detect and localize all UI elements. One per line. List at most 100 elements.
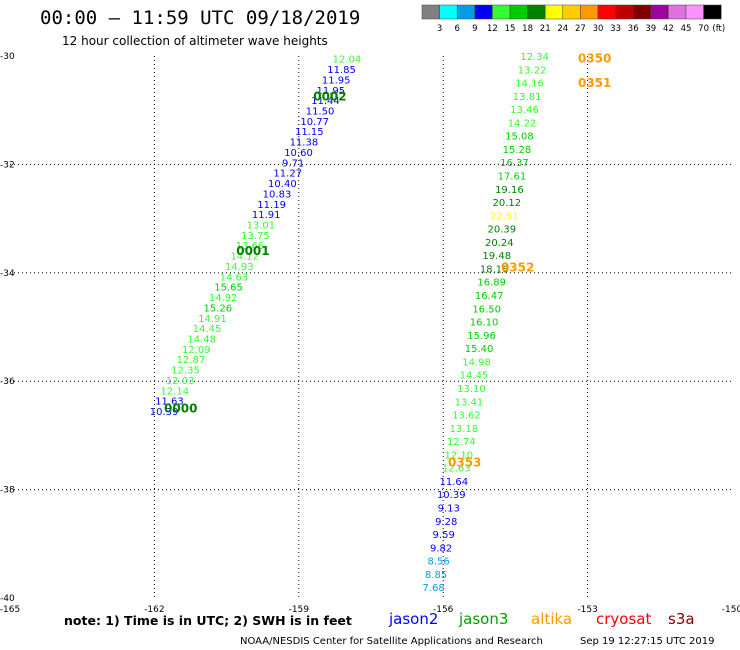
wave-height-point: 14.92 [209, 293, 238, 304]
x-tick-label: -165 [0, 605, 20, 615]
wave-height-point: 11.91 [252, 210, 281, 221]
y-tick-label: -32 [0, 160, 15, 170]
wave-height-point: 13.10 [457, 384, 486, 395]
wave-height-point: 14.63 [220, 272, 249, 283]
wave-height-point: 10.83 [263, 189, 292, 200]
wave-height-point: 14.45 [193, 324, 222, 335]
wave-height-point: 15.96 [467, 331, 496, 342]
wave-height-point: 16.89 [477, 278, 506, 289]
wave-height-point: 14.93 [225, 262, 254, 273]
wave-height-point: 19.16 [495, 185, 524, 196]
wave-height-point: 9.28 [435, 517, 457, 528]
legend-color-swatch [597, 4, 616, 20]
legend-tick-label: 21 [540, 24, 551, 34]
wave-height-point: 11.27 [273, 169, 302, 180]
wave-height-point: 13.81 [513, 92, 542, 103]
wave-height-point: 16.47 [475, 291, 504, 302]
wave-height-point: 15.65 [214, 283, 243, 294]
x-tick-label: -150 [722, 605, 740, 615]
wave-height-point: 10.77 [300, 117, 329, 128]
wave-height-point: 12.34 [520, 52, 549, 63]
wave-height-point: 14.91 [198, 314, 227, 325]
legend-color-swatch [562, 4, 581, 20]
wave-height-point: 9.71 [282, 158, 304, 169]
satellite-label-cryosat: cryosat [596, 610, 651, 628]
wave-height-point: 12.87 [177, 355, 206, 366]
wave-height-point: 13.66 [236, 241, 265, 252]
pass-time-label: 0353 [448, 456, 481, 470]
satellite-label-jason2: jason2 [388, 610, 438, 628]
wave-height-point: 12.14 [160, 386, 189, 397]
legend-color-swatch [456, 4, 476, 20]
pass-time-label: 0001 [236, 244, 269, 258]
wave-height-point: 13.41 [455, 397, 484, 408]
legend-tick-label: 12 [487, 24, 498, 34]
legend-tick-label: 42 [663, 24, 674, 34]
wave-height-point: 13.62 [452, 411, 481, 422]
x-tick-label: -156 [433, 605, 454, 615]
wave-height-point: 8.85 [425, 570, 447, 581]
wave-height-point: 15.40 [465, 344, 494, 355]
satellite-label-s3a: s3a [668, 610, 695, 628]
wave-height-point: 20.24 [485, 238, 514, 249]
wave-height-point: 11.95 [322, 75, 351, 86]
wave-height-point: 11.64 [439, 477, 468, 488]
axis-ticks: -165 -162 -159 -156 -153 -150 -30 -32 -34 -36 -38 -… [0, 52, 740, 615]
pass-time-label: 0000 [164, 401, 197, 415]
pass-time-label: 0352 [501, 260, 534, 274]
satellite-label-jason3: jason3 [458, 610, 508, 628]
wave-height-point: 16.50 [472, 304, 501, 315]
x-tick-label: -153 [577, 605, 597, 615]
legend-tick-label: 6 [454, 24, 459, 34]
y-tick-label: -34 [0, 269, 15, 279]
wave-height-point: 11.38 [290, 138, 319, 149]
wave-height-point: 13.22 [518, 65, 547, 76]
pass-time-labels: 0002 0001 0000 0350 0351 0352 0353 [164, 52, 611, 470]
wave-height-point: 11.85 [327, 65, 356, 76]
wave-height-point: 10.39 [150, 407, 179, 418]
wave-height-point: 14.16 [515, 79, 544, 90]
wave-height-point: 9.13 [438, 503, 460, 514]
wave-height-point: 13.46 [510, 105, 539, 116]
wave-height-point: 14.98 [462, 357, 491, 368]
wave-height-point: 22.51 [490, 211, 519, 222]
legend-color-swatch [474, 4, 493, 20]
wave-height-point: 20.12 [493, 198, 522, 209]
legend-tick-label: 39 [645, 24, 656, 34]
wave-height-point: 9.82 [430, 543, 452, 554]
legend-color-swatch [685, 4, 704, 20]
legend-color-swatch [527, 4, 546, 20]
legend-tick-label: 27 [575, 24, 586, 34]
pass-time-label: 0350 [578, 52, 611, 66]
legend-color-swatch [544, 4, 564, 20]
y-tick-label: -38 [0, 486, 15, 496]
wave-height-point: 10.40 [268, 179, 297, 190]
wave-height-point: 12.10 [445, 450, 474, 461]
wave-height-point: 14.12 [230, 252, 259, 263]
legend-tick-label: 45 [681, 24, 692, 34]
wave-height-point: 13.75 [241, 231, 270, 242]
legend-tick-label: 18 [522, 24, 533, 34]
legend-tick-label: 36 [628, 24, 639, 34]
chart-title: 00:00 – 11:59 UTC 09/18/2019 [40, 7, 360, 29]
wave-height-point: 13.18 [450, 424, 479, 435]
chart-subtitle: 12 hour collection of altimeter wave hei… [62, 34, 328, 48]
wave-height-point: 12.03 [166, 376, 195, 387]
legend-tick-label: 30 [593, 24, 604, 34]
wave-height-point: 8.56 [427, 557, 449, 568]
wave-height-point: 13.01 [247, 220, 276, 231]
pass-time-label: 0002 [313, 90, 346, 104]
wave-height-point: 11.95 [316, 86, 345, 97]
legend-color-swatch [439, 4, 458, 20]
wave-height-point: 15.28 [503, 145, 532, 156]
y-tick-label: -40 [0, 594, 15, 604]
wave-height-point: 11.19 [257, 200, 286, 211]
x-tick-label: -159 [289, 605, 310, 615]
wave-height-point: 9.59 [433, 530, 455, 541]
wave-height-points: 12.0411.8511.9511.9511.4411.5010.7711.15… [150, 52, 549, 594]
wave-height-point: 11.15 [295, 127, 324, 138]
wave-height-point: 11.63 [155, 397, 184, 408]
wave-height-point: 15.08 [505, 132, 534, 143]
wave-height-point: 20.39 [487, 225, 516, 236]
wave-height-point: 10.60 [284, 148, 313, 159]
